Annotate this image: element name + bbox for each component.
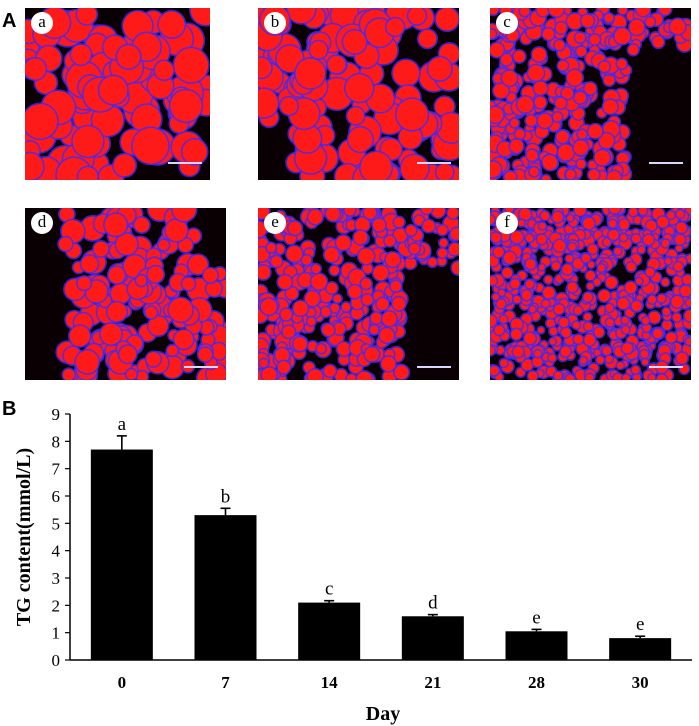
micrograph-b-image <box>258 8 459 180</box>
micrograph-label-f: f <box>496 212 518 234</box>
y-tick-label: 8 <box>52 432 61 451</box>
scale-bar <box>168 162 202 164</box>
bar-day-7 <box>194 515 257 660</box>
y-tick-label: 1 <box>52 624 61 643</box>
y-tick-label: 2 <box>52 596 61 615</box>
y-tick-label: 4 <box>52 542 61 561</box>
micrograph-label-b: b <box>264 12 286 34</box>
micrograph-d: d <box>25 208 226 380</box>
scale-bar <box>649 162 683 164</box>
panel-a-letter: A <box>2 10 17 32</box>
x-tick-label: 14 <box>321 673 339 692</box>
x-tick-label: 21 <box>424 673 441 692</box>
bar-day-0 <box>90 449 153 660</box>
significance-letter: d <box>428 593 438 614</box>
y-axis-label: TG content(mmol/L) <box>13 448 35 626</box>
micrograph-b: b <box>258 8 459 180</box>
x-tick-label: 7 <box>221 673 230 692</box>
significance-letter: e <box>532 607 540 628</box>
micrograph-f: f <box>490 208 691 380</box>
micrograph-f-image <box>490 208 691 380</box>
micrograph-label-a: a <box>31 12 53 34</box>
panel-b-letter: B <box>2 398 17 420</box>
x-tick-label: 30 <box>632 673 649 692</box>
significance-letter: e <box>636 614 644 635</box>
scale-bar <box>184 366 218 368</box>
bar-day-30 <box>609 638 672 660</box>
micrograph-e: e <box>258 208 459 380</box>
micrograph-a: a <box>25 8 210 180</box>
micrograph-c-image <box>490 8 691 180</box>
bar-day-28 <box>505 631 568 660</box>
y-tick-label: 7 <box>52 460 61 479</box>
micrograph-e-image <box>258 208 459 380</box>
x-axis-label: Day <box>366 703 400 725</box>
y-tick-label: 3 <box>52 569 61 588</box>
micrograph-label-e: e <box>264 212 286 234</box>
significance-letter: a <box>118 414 127 435</box>
bar-day-21 <box>401 616 464 660</box>
micrograph-c: c <box>490 8 691 180</box>
micrograph-a-image <box>25 8 210 180</box>
scale-bar <box>649 366 683 368</box>
scale-bar <box>417 162 451 164</box>
tg-content-bar-chart: 0 1 2 3 4 5 6 7 8 9 TG content(mmol/L) Day a 0 b 7 c 14 d… <box>13 405 692 725</box>
micrograph-label-d: d <box>31 212 53 234</box>
y-tick-label: 9 <box>52 405 61 424</box>
x-tick-label: 28 <box>528 673 545 692</box>
y-tick-label: 5 <box>52 514 61 533</box>
scale-bar <box>417 366 451 368</box>
significance-letter: c <box>325 579 333 600</box>
y-tick-label: 0 <box>52 651 61 670</box>
bar-day-14 <box>298 602 361 660</box>
x-tick-label: 0 <box>118 673 127 692</box>
y-tick-label: 6 <box>52 487 61 506</box>
micrograph-label-c: c <box>496 12 518 34</box>
significance-letter: b <box>221 486 231 507</box>
micrograph-d-image <box>25 208 226 380</box>
